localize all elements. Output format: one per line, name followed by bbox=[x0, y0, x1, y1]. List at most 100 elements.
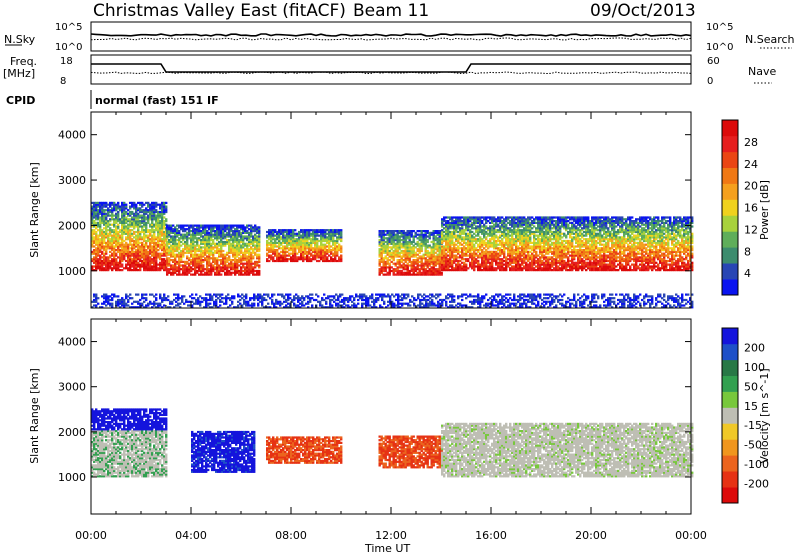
echo-cell bbox=[467, 227, 470, 230]
echo-cell bbox=[410, 255, 413, 258]
echo-cell bbox=[97, 241, 100, 245]
echo-cell bbox=[109, 229, 112, 232]
echo-cell bbox=[220, 249, 223, 253]
echo-cell bbox=[469, 234, 472, 237]
echo-cell bbox=[483, 261, 486, 264]
echo-cell bbox=[131, 265, 134, 268]
echo-cell bbox=[204, 251, 207, 254]
echo-cell bbox=[432, 249, 435, 253]
echo-cell bbox=[513, 232, 516, 235]
echo-cell bbox=[483, 216, 486, 219]
echo-cell bbox=[487, 232, 490, 235]
echo-cell bbox=[382, 262, 385, 265]
echo-cell bbox=[139, 230, 142, 234]
echo-cell bbox=[447, 220, 450, 223]
echo-cell bbox=[250, 239, 253, 242]
echo-cell bbox=[459, 247, 462, 250]
echo-cell bbox=[214, 268, 217, 271]
echo-cell bbox=[483, 250, 486, 254]
echo-cell bbox=[332, 249, 335, 252]
echo-cell bbox=[304, 252, 307, 255]
echo-cell bbox=[206, 273, 209, 276]
echo-cell bbox=[93, 221, 96, 225]
echo-cell bbox=[170, 273, 173, 276]
echo-cell bbox=[246, 264, 249, 267]
echo-cell bbox=[113, 207, 116, 210]
echo-cell bbox=[196, 271, 199, 274]
echo-cell bbox=[424, 251, 427, 254]
echo-cell bbox=[501, 267, 504, 270]
echo-cell bbox=[406, 273, 409, 276]
echo-cell bbox=[432, 255, 435, 258]
echo-cell bbox=[324, 245, 327, 248]
echo-cell bbox=[218, 230, 221, 233]
echo-cell bbox=[306, 236, 309, 239]
echo-cell bbox=[378, 249, 381, 253]
echo-cell bbox=[479, 238, 482, 241]
echo-cell bbox=[459, 254, 462, 257]
echo-cell bbox=[170, 248, 173, 251]
echo-cell bbox=[210, 262, 213, 265]
echo-cell bbox=[491, 252, 494, 255]
echo-cell bbox=[412, 271, 415, 274]
echo-cell bbox=[491, 234, 494, 237]
echo-cell bbox=[95, 249, 98, 252]
echo-cell bbox=[93, 220, 96, 223]
echo-cell bbox=[178, 257, 181, 260]
echo-cell bbox=[453, 232, 456, 235]
echo-cell bbox=[174, 235, 177, 238]
echo-cell bbox=[465, 216, 468, 219]
echo-cell bbox=[473, 256, 476, 259]
echo-cell bbox=[212, 230, 215, 233]
echo-cell bbox=[111, 230, 114, 234]
echo-cell bbox=[163, 239, 166, 243]
echo-cell bbox=[459, 238, 462, 241]
echo-cell bbox=[294, 238, 297, 241]
echo-cell bbox=[449, 238, 452, 241]
echo-cell bbox=[228, 269, 231, 273]
echo-cell bbox=[135, 216, 138, 219]
echo-cell bbox=[378, 248, 381, 251]
echo-cell bbox=[471, 254, 474, 257]
echo-cell bbox=[101, 214, 104, 217]
echo-cell bbox=[434, 237, 437, 240]
echo-cell bbox=[493, 259, 496, 263]
echo-cell bbox=[190, 268, 193, 271]
echo-cell bbox=[155, 256, 158, 259]
echo-cell bbox=[170, 240, 173, 244]
echo-cell bbox=[125, 232, 128, 235]
echo-cell bbox=[121, 254, 124, 257]
echo-cell bbox=[408, 269, 411, 273]
echo-cell bbox=[408, 264, 411, 267]
echo-cell bbox=[159, 247, 162, 250]
echo-cell bbox=[248, 251, 251, 254]
echo-cell bbox=[308, 229, 311, 232]
echo-cell bbox=[314, 243, 317, 246]
echo-cell bbox=[418, 264, 421, 267]
echo-cell bbox=[316, 232, 319, 235]
echo-cell bbox=[396, 249, 399, 253]
echo-cell bbox=[166, 251, 169, 254]
echo-cell bbox=[430, 255, 433, 258]
echo-cell bbox=[302, 229, 305, 232]
echo-cell bbox=[184, 271, 187, 274]
echo-cell bbox=[147, 229, 150, 232]
echo-cell bbox=[258, 235, 261, 238]
echo-cell bbox=[202, 224, 205, 227]
echo-cell bbox=[300, 229, 303, 232]
echo-cell bbox=[300, 234, 303, 237]
echo-cell bbox=[447, 223, 450, 226]
echo-cell bbox=[288, 247, 291, 250]
echo-cell bbox=[507, 232, 510, 235]
echo-cell bbox=[172, 264, 175, 267]
echo-cell bbox=[182, 237, 185, 240]
echo-cell bbox=[107, 267, 110, 270]
echo-cell bbox=[170, 228, 173, 231]
echo-cell bbox=[410, 262, 413, 265]
echo-cell bbox=[394, 253, 397, 256]
echo-cell bbox=[306, 250, 309, 254]
echo-cell bbox=[95, 252, 98, 255]
echo-cell bbox=[340, 259, 343, 263]
echo-cell bbox=[196, 249, 199, 253]
echo-cell bbox=[513, 261, 516, 264]
